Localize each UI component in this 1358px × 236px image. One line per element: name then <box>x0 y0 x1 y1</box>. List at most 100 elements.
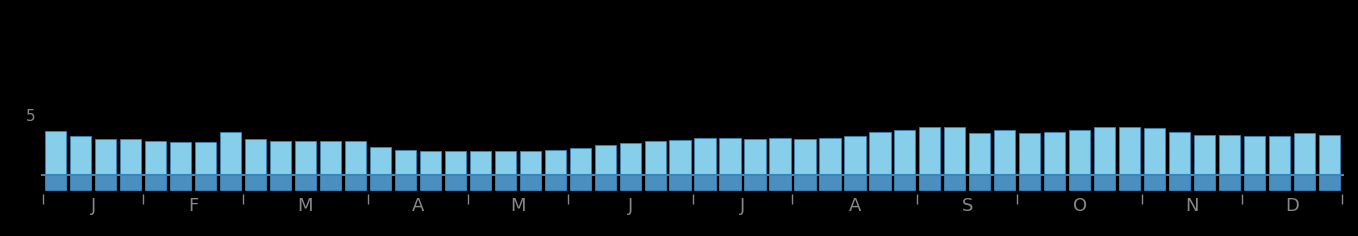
Bar <box>170 142 191 175</box>
Bar <box>320 141 341 175</box>
Bar <box>569 148 591 175</box>
Bar <box>470 175 490 190</box>
Bar <box>970 175 990 190</box>
Text: J: J <box>627 197 633 215</box>
Bar <box>295 141 316 175</box>
Bar <box>619 175 641 190</box>
Bar <box>1119 175 1141 190</box>
Bar <box>1194 175 1215 190</box>
Bar <box>520 151 540 175</box>
Text: J: J <box>740 197 746 215</box>
Bar <box>1069 130 1090 175</box>
Bar <box>895 175 915 190</box>
Bar <box>994 175 1016 190</box>
Bar <box>470 151 490 175</box>
Bar <box>770 138 790 175</box>
Bar <box>645 175 665 190</box>
Bar <box>595 175 615 190</box>
Bar <box>1095 175 1115 190</box>
Bar <box>694 138 716 175</box>
Bar <box>944 175 966 190</box>
Bar <box>845 175 865 190</box>
Bar <box>720 175 740 190</box>
Bar <box>369 147 391 175</box>
Bar <box>220 175 242 190</box>
Bar <box>71 175 91 190</box>
Bar <box>395 150 416 175</box>
Bar <box>669 175 691 190</box>
Bar <box>345 175 367 190</box>
Bar <box>196 175 216 190</box>
Text: M: M <box>511 197 526 215</box>
Bar <box>95 139 117 175</box>
Text: J: J <box>91 197 96 215</box>
Bar <box>970 133 990 175</box>
Bar <box>1244 136 1266 175</box>
Bar <box>45 131 67 175</box>
Bar <box>95 175 117 190</box>
Bar <box>619 143 641 175</box>
Bar <box>244 175 266 190</box>
Bar <box>1143 128 1165 175</box>
Text: M: M <box>297 197 314 215</box>
Bar <box>1194 135 1215 175</box>
Bar <box>369 175 391 190</box>
Bar <box>545 175 566 190</box>
Bar <box>444 151 466 175</box>
Bar <box>244 139 266 175</box>
Bar <box>919 127 941 175</box>
Bar <box>720 138 740 175</box>
Bar <box>595 145 615 175</box>
Bar <box>395 175 416 190</box>
Bar <box>1169 175 1190 190</box>
Bar <box>270 141 291 175</box>
Text: D: D <box>1285 197 1298 215</box>
Bar <box>770 175 790 190</box>
Bar <box>744 175 766 190</box>
Bar <box>819 138 841 175</box>
Bar <box>1069 175 1090 190</box>
Bar <box>145 175 166 190</box>
Bar <box>420 151 441 175</box>
Text: A: A <box>411 197 424 215</box>
Bar <box>1319 175 1340 190</box>
Bar <box>220 132 242 175</box>
Bar <box>569 175 591 190</box>
Bar <box>71 136 91 175</box>
Bar <box>1244 175 1266 190</box>
Bar <box>895 130 915 175</box>
Bar <box>545 150 566 175</box>
Bar <box>1044 175 1065 190</box>
Bar <box>1319 135 1340 175</box>
Bar <box>1018 133 1040 175</box>
Bar <box>145 140 166 175</box>
Bar <box>1169 132 1190 175</box>
Bar <box>744 139 766 175</box>
Bar <box>295 175 316 190</box>
Bar <box>669 140 691 175</box>
Bar <box>1143 175 1165 190</box>
Bar <box>794 175 816 190</box>
Bar <box>170 175 191 190</box>
Bar <box>1294 175 1315 190</box>
Bar <box>645 141 665 175</box>
Bar <box>196 142 216 175</box>
Text: N: N <box>1186 197 1199 215</box>
Bar <box>694 175 716 190</box>
Bar <box>420 175 441 190</box>
Bar <box>845 136 865 175</box>
Bar <box>869 132 891 175</box>
Bar <box>444 175 466 190</box>
Text: O: O <box>1073 197 1086 215</box>
Bar <box>520 175 540 190</box>
Bar <box>120 175 141 190</box>
Bar <box>1044 132 1065 175</box>
Bar <box>794 139 816 175</box>
Bar <box>1219 175 1240 190</box>
Bar <box>944 127 966 175</box>
Bar <box>1219 135 1240 175</box>
Bar <box>919 175 941 190</box>
Bar <box>819 175 841 190</box>
Text: A: A <box>849 197 861 215</box>
Bar <box>120 139 141 175</box>
